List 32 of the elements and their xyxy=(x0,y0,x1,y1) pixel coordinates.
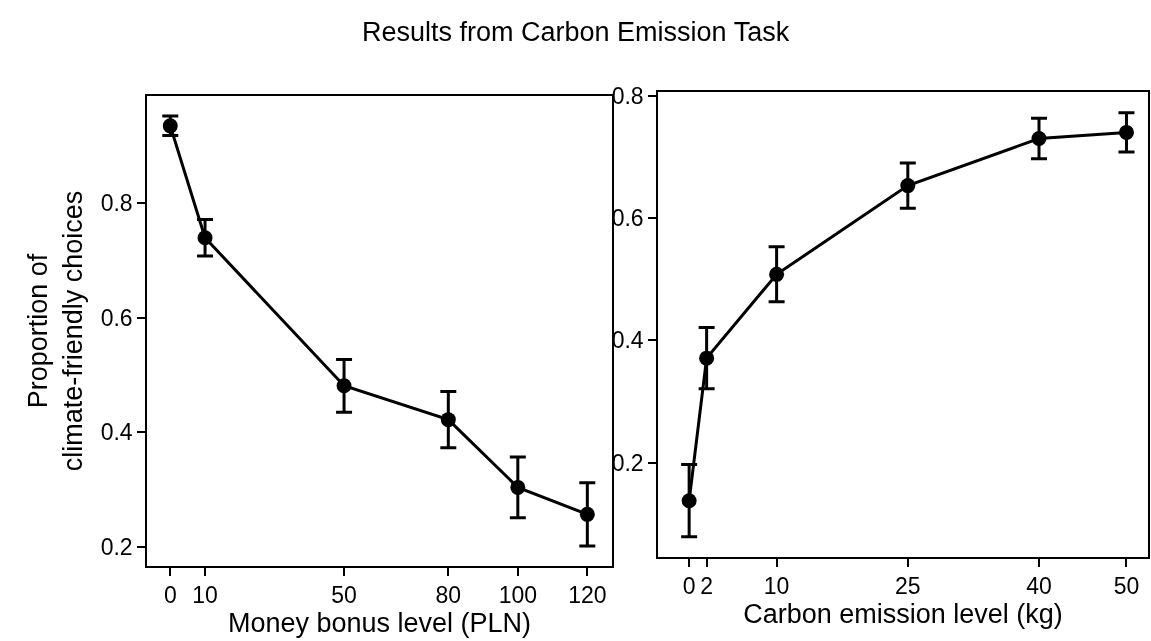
x-axis-title: Carbon emission level (kg) xyxy=(743,599,1063,630)
x-tick-label: 40 xyxy=(1026,573,1052,600)
y-axis-title: Proportion of climate-friendly choices xyxy=(23,190,89,472)
y-tick-label: 0.4 xyxy=(100,419,133,446)
point xyxy=(769,266,785,282)
point xyxy=(1118,124,1134,140)
x-tick-label: 10 xyxy=(763,573,790,600)
x-tick-label: 0 xyxy=(163,582,177,609)
point xyxy=(440,412,456,428)
y-tick-label: 0.8 xyxy=(611,82,644,109)
point xyxy=(681,493,697,509)
y-tick-label: 0.6 xyxy=(100,304,133,331)
point xyxy=(336,378,352,394)
point xyxy=(510,479,526,495)
x-tick-label: 10 xyxy=(192,582,218,609)
chart-title: Results from Carbon Emission Task xyxy=(362,17,790,47)
x-axis-title: Money bonus level (PLN) xyxy=(227,608,532,639)
y-tick-label: 0.2 xyxy=(100,534,133,561)
point xyxy=(197,230,213,246)
x-tick-label: 50 xyxy=(1113,573,1140,600)
x-tick-label: 25 xyxy=(895,573,921,600)
y-tick-label: 0.8 xyxy=(100,189,133,216)
point xyxy=(579,506,595,522)
x-tick-label: 50 xyxy=(331,582,357,609)
point xyxy=(699,350,715,366)
x-tick-label: 0 xyxy=(682,573,696,600)
x-tick-label: 120 xyxy=(568,582,607,609)
x-tick-label: 2 xyxy=(700,573,714,600)
point xyxy=(900,178,916,194)
point xyxy=(1031,131,1047,146)
x-tick-label: 100 xyxy=(498,582,538,609)
x-tick-label: 80 xyxy=(435,582,462,609)
